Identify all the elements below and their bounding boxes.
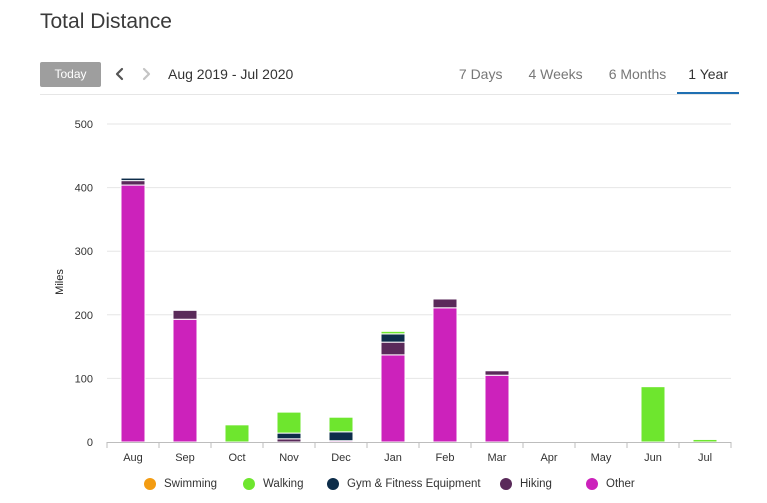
bar-hiking-mar[interactable] [484, 370, 510, 376]
legend-dot [243, 478, 255, 490]
x-tick-label: Feb [436, 452, 455, 464]
legend-dot [327, 478, 339, 490]
today-button[interactable]: Today [40, 62, 101, 87]
bar-gym-fitness-equipment-nov[interactable] [276, 432, 302, 440]
bar-hiking-feb[interactable] [432, 298, 458, 309]
date-range-label: Aug 2019 - Jul 2020 [168, 66, 294, 82]
y-axis-ticks: 0 100 200 300 400 500 [75, 119, 93, 449]
legend-dot [586, 478, 598, 490]
date-toolbar: Today Aug 2019 - Jul 2020 7 Days 4 Weeks… [40, 62, 739, 95]
bar-gym-fitness-equipment-aug[interactable] [120, 177, 146, 182]
legend-label: Gym & Fitness Equipment [347, 478, 481, 490]
legend-label: Walking [263, 478, 304, 490]
y-tick-label: 400 [75, 183, 93, 195]
x-tick-label: Mar [488, 452, 507, 464]
bar-hiking-aug[interactable] [120, 180, 146, 186]
distance-chart: 0 100 200 300 400 500 Aug Sep Oct Nov Dec Jan Feb Ma… [54, 119, 732, 464]
x-axis: Aug Sep Oct Nov Dec Jan Feb Mar Apr May Jun Jul [106, 442, 732, 464]
bar-gym-fitness-equipment-jan[interactable] [380, 333, 406, 343]
bar-gym-fitness-equipment-dec[interactable] [328, 431, 354, 442]
x-tick-label: Sep [175, 452, 195, 464]
chart-bars [120, 177, 718, 443]
period-tabs: 7 Days 4 Weeks 6 Months 1 Year [448, 62, 739, 94]
bar-walking-jul[interactable] [692, 438, 718, 443]
chevron-left-icon[interactable] [112, 65, 128, 83]
legend-label: Swimming [164, 478, 218, 490]
x-tick-label: Apr [540, 452, 557, 464]
y-tick-label: 100 [75, 373, 93, 385]
legend-label: Other [606, 478, 635, 490]
legend-dot [144, 478, 156, 490]
bar-walking-jun[interactable] [640, 386, 666, 443]
bar-hiking-jan[interactable] [380, 341, 406, 356]
legend-label: Hiking [520, 478, 552, 490]
x-tick-label: Jan [384, 452, 402, 464]
bar-other-sep[interactable] [172, 318, 198, 443]
x-tick-label: Oct [228, 452, 245, 464]
x-tick-label: Dec [331, 452, 351, 464]
tab-1-year[interactable]: 1 Year [677, 62, 739, 94]
x-tick-label: Jul [698, 452, 712, 464]
tab-7-days[interactable]: 7 Days [458, 66, 503, 82]
x-tick-label: May [591, 452, 612, 464]
bar-other-jan[interactable] [380, 354, 406, 443]
chevron-right-icon[interactable] [138, 65, 154, 83]
bar-other-mar[interactable] [484, 374, 510, 443]
y-tick-label: 500 [75, 119, 93, 131]
legend-dot [500, 478, 512, 490]
y-tick-label: 300 [75, 246, 93, 258]
tab-6-months[interactable]: 6 Months [608, 66, 667, 82]
page-title: Total Distance [40, 10, 172, 33]
tab-4-weeks[interactable]: 4 Weeks [528, 66, 583, 82]
y-axis-label: Miles [54, 269, 66, 295]
bar-other-feb[interactable] [432, 307, 458, 443]
x-tick-label: Jun [644, 452, 662, 464]
x-tick-label: Nov [279, 452, 299, 464]
chart-gridlines [107, 123, 731, 379]
bar-walking-oct[interactable] [224, 424, 250, 443]
legend-item-hiking[interactable]: Hiking [500, 478, 552, 490]
legend-item-swimming[interactable]: Swimming [144, 478, 217, 490]
legend-item-walking[interactable]: Walking [243, 478, 303, 490]
y-tick-label: 200 [75, 310, 93, 322]
bar-hiking-sep[interactable] [172, 309, 198, 320]
legend-item-other[interactable]: Other [586, 478, 635, 490]
y-tick-label: 0 [87, 437, 93, 449]
bar-walking-jan[interactable] [380, 330, 406, 335]
x-tick-label: Aug [123, 452, 143, 464]
bar-other-aug[interactable] [120, 184, 146, 443]
legend-item-gym-fitness-equipment[interactable]: Gym & Fitness Equipment [327, 478, 481, 490]
bar-gym-fitness-equipment-feb[interactable] [432, 297, 458, 300]
chart-legend: Swimming Walking Gym & Fitness Equipment Hi… [0, 478, 767, 496]
bar-walking-nov[interactable] [276, 411, 302, 434]
bar-walking-dec[interactable] [328, 416, 354, 433]
